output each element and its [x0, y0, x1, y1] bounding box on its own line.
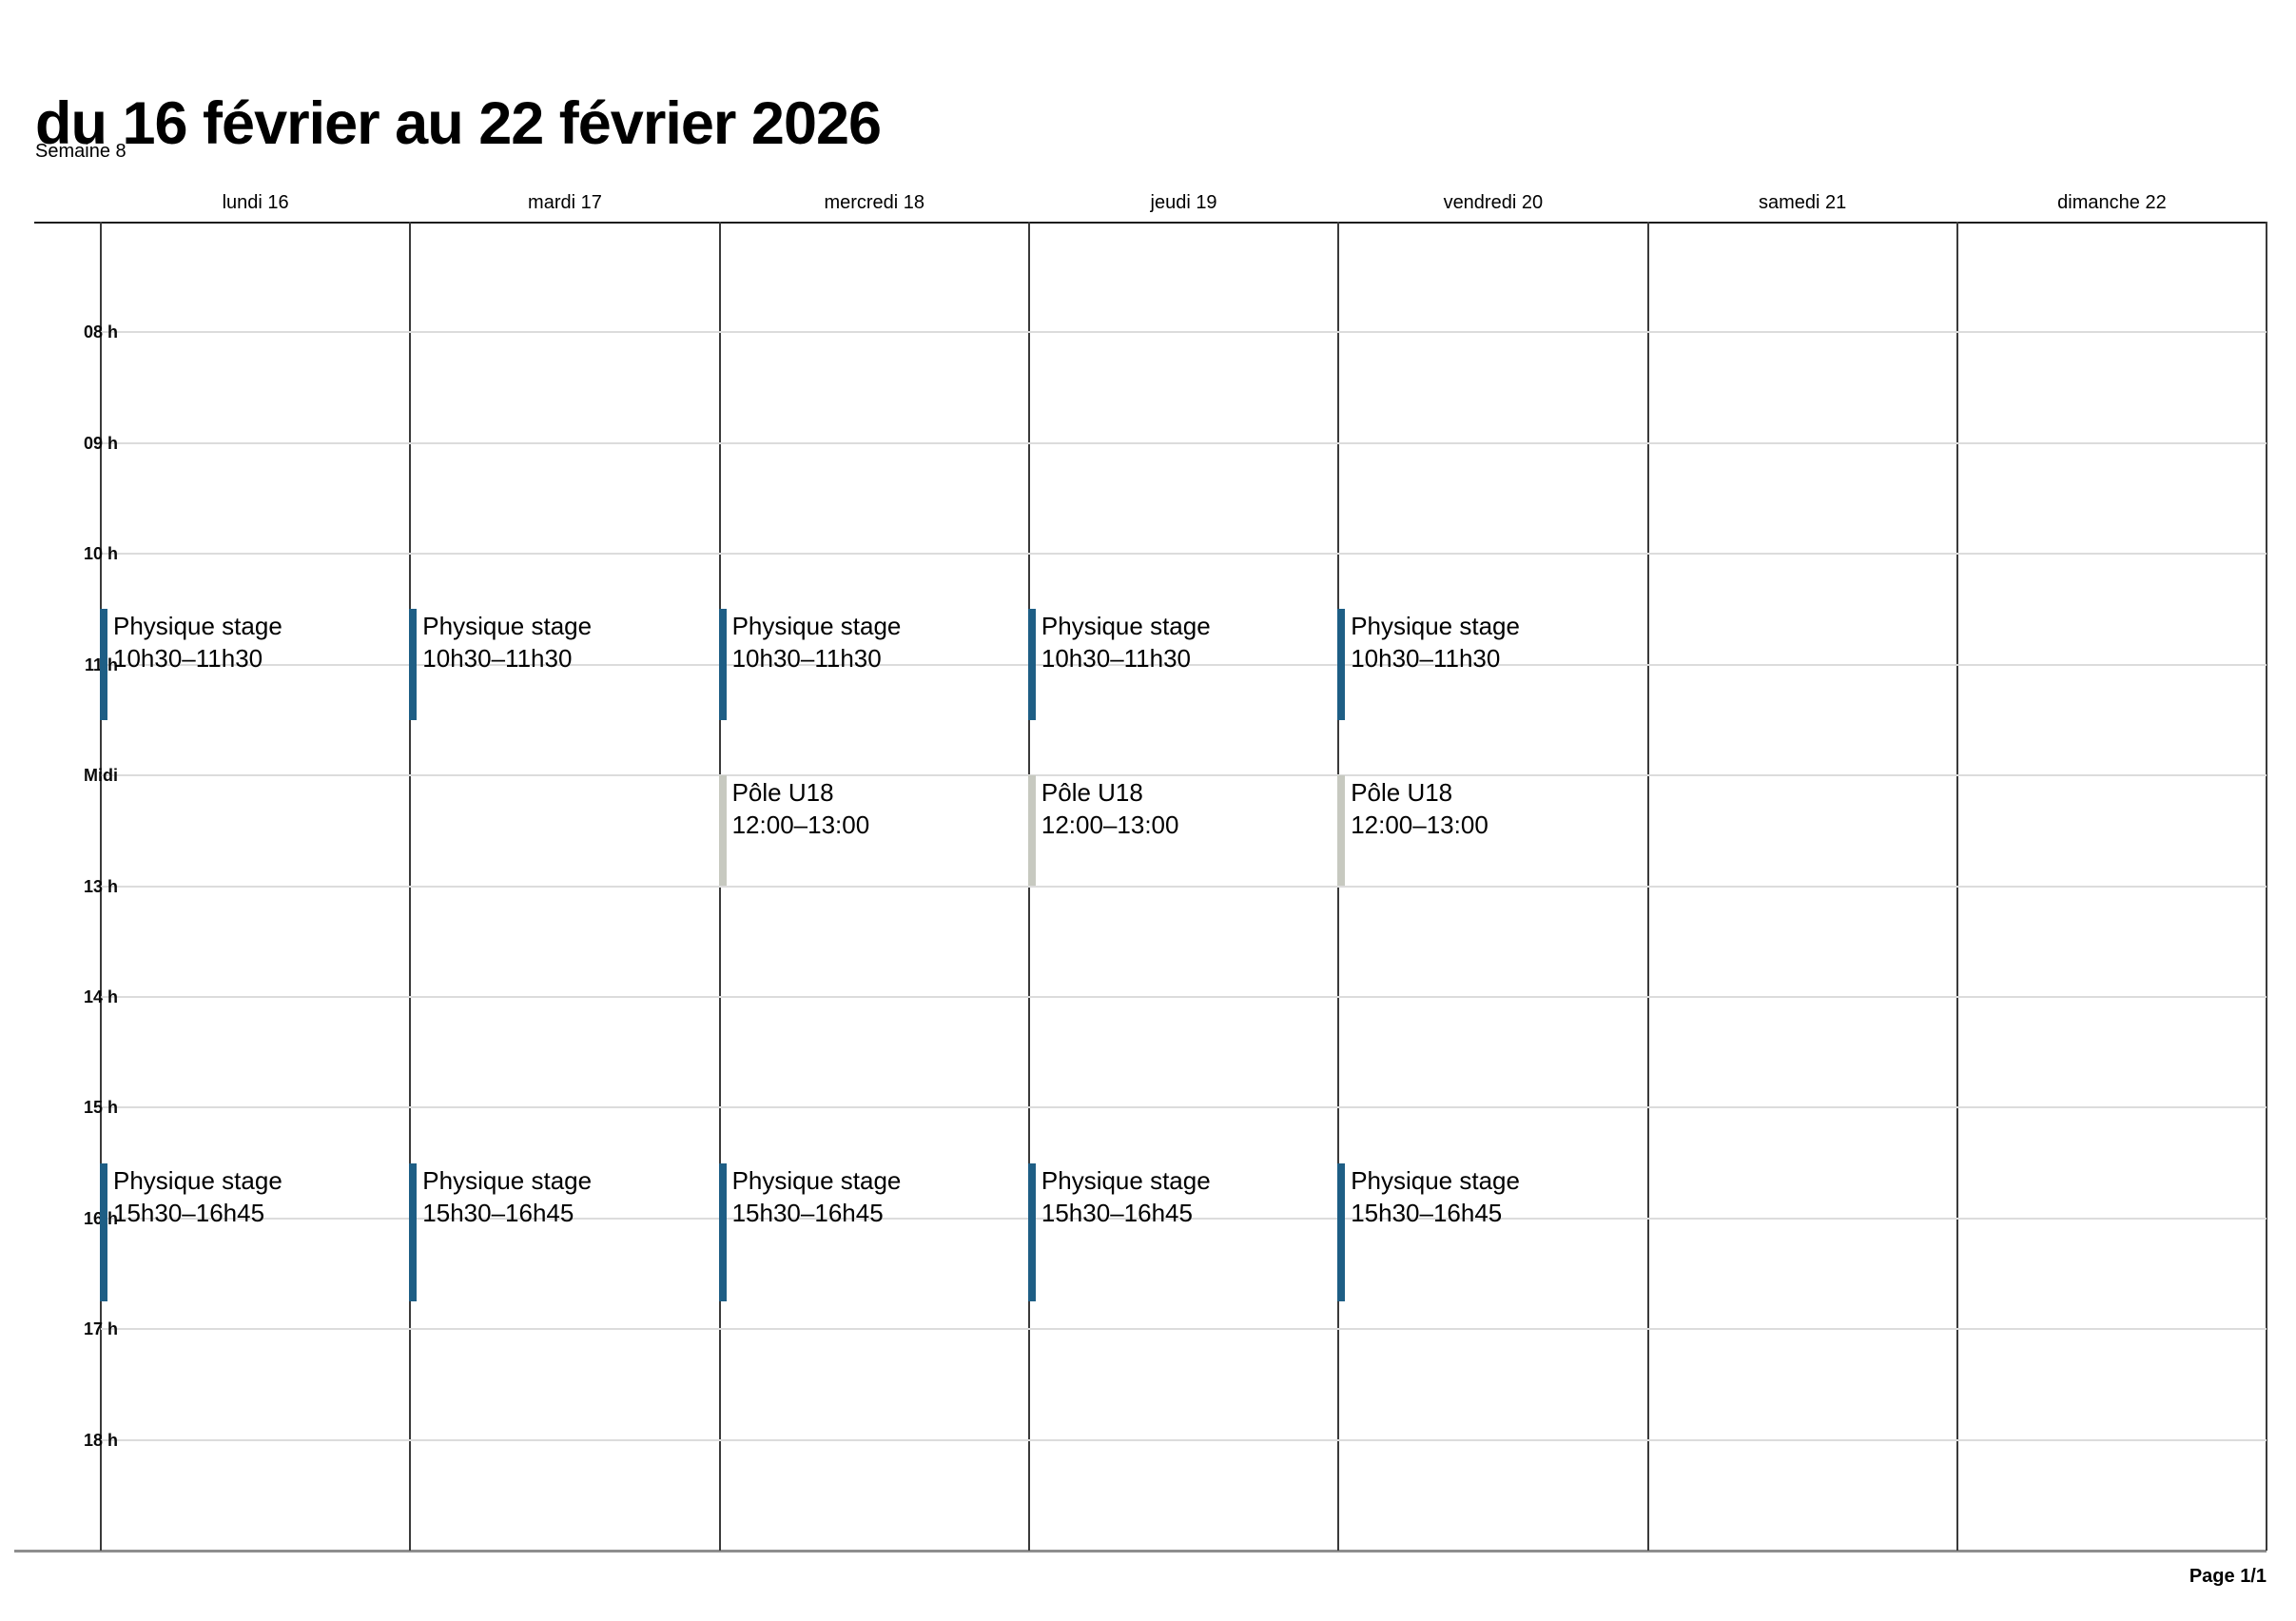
calendar-event[interactable]: Physique stage 15h30–16h45 [409, 1162, 717, 1302]
week-grid: 08 h 09 h 10 h 11 h Midi 13 h 14 h 15 h 16 h 17 h… [34, 222, 2268, 1551]
event-text: Physique stage 10h30–11h30 [732, 609, 1027, 674]
event-title: Physique stage [1351, 1165, 1520, 1195]
hour-line-8 [101, 331, 2267, 334]
event-text: Pôle U18 12:00–13:00 [1041, 775, 1336, 841]
time-label-9: 09 h [83, 433, 118, 453]
event-color-bar [718, 1162, 727, 1302]
hour-line-10 [101, 553, 2267, 556]
event-text: Pôle U18 12:00–13:00 [732, 775, 1027, 841]
event-title: Pôle U18 [1041, 778, 1143, 808]
event-title: Physique stage [113, 612, 282, 641]
time-label-13: 13 h [83, 876, 118, 896]
event-title: Physique stage [422, 612, 593, 641]
calendar-event[interactable]: Physique stage 10h30–11h30 [1027, 609, 1336, 720]
event-color-bar [1027, 609, 1036, 720]
calendar-event[interactable]: Physique stage 10h30–11h30 [100, 609, 408, 720]
page-number: Page 1/1 [2189, 1566, 2267, 1587]
event-text: Physique stage 10h30–11h30 [1351, 609, 1645, 674]
event-color-bar [100, 1162, 107, 1302]
event-color-bar [409, 1162, 418, 1302]
day-header-6: dimanche 22 [2057, 192, 2167, 213]
event-color-bar [1337, 609, 1346, 720]
calendar-event[interactable]: Physique stage 10h30–11h30 [409, 609, 717, 720]
event-time: 12:00–13:00 [1351, 810, 1489, 840]
event-title: Pôle U18 [731, 778, 834, 808]
event-text: Physique stage 15h30–16h45 [113, 1163, 408, 1229]
hour-line-16 [101, 1217, 2267, 1220]
week-subtitle: Semaine 8 [35, 141, 126, 162]
event-color-bar [409, 609, 418, 720]
grid-bottom-border [14, 1550, 2267, 1553]
time-label-8: 08 h [83, 322, 118, 342]
event-title: Physique stage [1351, 612, 1520, 641]
event-text: Physique stage 15h30–16h45 [1041, 1163, 1336, 1229]
event-time: 15h30–16h45 [113, 1198, 265, 1227]
event-time: 15h30–16h45 [422, 1198, 574, 1227]
event-time: 15h30–16h45 [731, 1198, 884, 1227]
calendar-event[interactable]: Physique stage 15h30–16h45 [718, 1162, 1027, 1302]
page-title: du 16 février au 22 février 2026 [35, 90, 882, 158]
event-title: Physique stage [731, 612, 902, 641]
calendar-event[interactable]: Physique stage 15h30–16h45 [100, 1162, 408, 1302]
event-time: 10h30–11h30 [1351, 644, 1501, 674]
event-time: 12:00–13:00 [731, 810, 870, 840]
time-label-18: 18 h [83, 1430, 118, 1450]
calendar-event[interactable]: Physique stage 15h30–16h45 [1027, 1162, 1336, 1302]
day-header-3: jeudi 19 [1150, 192, 1217, 213]
time-label-15: 15 h [83, 1098, 118, 1118]
calendar-event[interactable]: Physique stage 15h30–16h45 [1337, 1162, 1645, 1302]
event-title: Pôle U18 [1351, 778, 1453, 808]
event-time: 10h30–11h30 [1041, 644, 1192, 674]
event-color-bar [1337, 775, 1346, 887]
day-header-1: mardi 17 [528, 192, 602, 213]
hour-line-15 [101, 1106, 2267, 1109]
calendar-event[interactable]: Pôle U18 12:00–13:00 [718, 775, 1027, 887]
event-text: Pôle U18 12:00–13:00 [1351, 775, 1645, 841]
event-text: Physique stage 15h30–16h45 [732, 1163, 1027, 1229]
day-header-5: samedi 21 [1759, 192, 1847, 213]
event-title: Physique stage [1041, 612, 1211, 641]
time-label-10: 10 h [83, 544, 118, 564]
hour-line-18 [101, 1438, 2267, 1441]
time-label-14: 14 h [83, 986, 118, 1006]
event-text: Physique stage 10h30–11h30 [113, 609, 408, 674]
calendar-event[interactable]: Physique stage 10h30–11h30 [718, 609, 1027, 720]
event-color-bar [1337, 1162, 1346, 1302]
grid-top-border [34, 222, 2267, 224]
calendar-event[interactable]: Physique stage 10h30–11h30 [1337, 609, 1645, 720]
event-time: 15h30–16h45 [1041, 1198, 1193, 1227]
event-time: 12:00–13:00 [1041, 810, 1179, 840]
hour-line-17 [101, 1328, 2267, 1331]
calendar-event[interactable]: Pôle U18 12:00–13:00 [1027, 775, 1336, 887]
hour-line-14 [101, 995, 2267, 998]
event-text: Physique stage 10h30–11h30 [1041, 609, 1336, 674]
event-time: 10h30–11h30 [731, 644, 882, 674]
event-title: Physique stage [422, 1165, 593, 1195]
event-color-bar [1027, 775, 1036, 887]
event-color-bar [718, 609, 727, 720]
time-label-12: Midi [84, 766, 118, 786]
event-color-bar [718, 775, 727, 887]
hour-line-9 [101, 441, 2267, 444]
event-title: Physique stage [113, 1165, 282, 1195]
event-time: 10h30–11h30 [113, 644, 263, 674]
event-color-bar [100, 609, 107, 720]
event-title: Physique stage [1041, 1165, 1211, 1195]
calendar-event[interactable]: Pôle U18 12:00–13:00 [1337, 775, 1645, 887]
event-text: Physique stage 15h30–16h45 [422, 1163, 717, 1229]
event-color-bar [1027, 1162, 1036, 1302]
column-separator [2266, 222, 2268, 1551]
day-header-0: lundi 16 [222, 192, 289, 213]
event-text: Physique stage 15h30–16h45 [1351, 1163, 1645, 1229]
day-header-2: mercredi 18 [824, 192, 925, 213]
time-label-17: 17 h [83, 1319, 118, 1339]
hour-line-13 [101, 885, 2267, 888]
hour-line-11 [101, 663, 2267, 666]
hour-line-12 [101, 774, 2267, 777]
day-header-4: vendredi 20 [1443, 192, 1544, 213]
event-title: Physique stage [731, 1165, 902, 1195]
event-text: Physique stage 10h30–11h30 [422, 609, 717, 674]
event-time: 10h30–11h30 [422, 644, 573, 674]
event-time: 15h30–16h45 [1351, 1198, 1503, 1227]
